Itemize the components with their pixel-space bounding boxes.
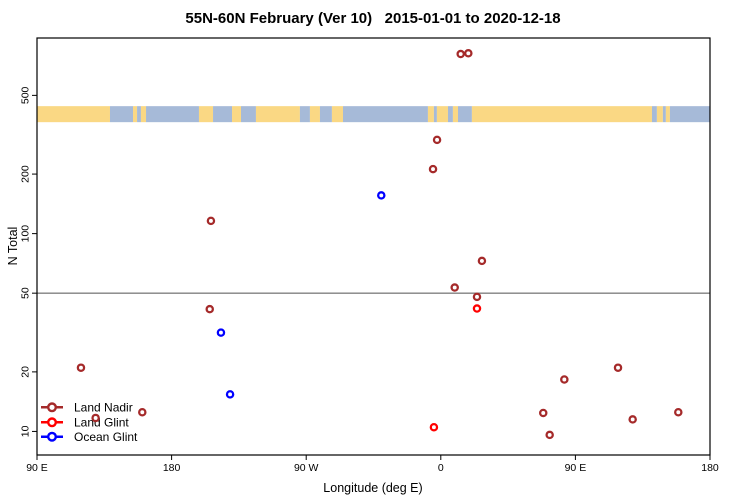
- x-axis-title: Longitude (deg E): [323, 481, 423, 495]
- strip-segment-ocean: [662, 106, 666, 123]
- x-tick-label: 90 W: [294, 462, 319, 474]
- strip-segment-land: [255, 106, 300, 123]
- y-tick-label: 100: [20, 225, 32, 243]
- plot-border: [36, 37, 711, 456]
- data-point-land-nadir: [472, 292, 482, 302]
- legend-label: Ocean Glint: [74, 430, 138, 444]
- y-tick-label: 50: [20, 287, 32, 299]
- strip-segment-land: [471, 106, 652, 123]
- data-point-land-nadir: [206, 216, 216, 226]
- strip-segment-land: [133, 106, 138, 123]
- x-tick-label: 180: [163, 462, 181, 474]
- data-point-land-nadir: [138, 408, 147, 417]
- strip-segment-land: [232, 106, 241, 123]
- y-tick-label: 20: [20, 366, 32, 378]
- data-point-land-nadir: [477, 256, 487, 266]
- data-point-land-nadir: [464, 49, 473, 58]
- data-point-land-nadir: [432, 135, 442, 145]
- strip-segment-land: [656, 106, 663, 123]
- strip-segment-land: [309, 106, 320, 123]
- legend-marker-circle: [47, 402, 58, 413]
- strip-segment-ocean: [651, 106, 657, 123]
- data-point-land-nadir: [628, 415, 637, 424]
- strip-segment-land: [665, 106, 670, 123]
- x-tick-label: 90 E: [565, 462, 587, 474]
- strip-segment-land: [427, 106, 434, 123]
- data-point-land-glint: [429, 422, 439, 432]
- strip-segment-land: [140, 106, 147, 123]
- data-point-land-nadir: [91, 413, 100, 423]
- data-point-land-nadir: [613, 363, 623, 372]
- strip-segment-ocean: [319, 106, 332, 123]
- data-point-land-nadir: [76, 363, 86, 372]
- data-point-ocean-glint: [377, 191, 386, 200]
- strip-segment-land: [198, 106, 214, 123]
- data-point-land-nadir: [545, 430, 554, 440]
- x-tick-label: 180: [701, 462, 719, 474]
- y-tick-label: 10: [20, 425, 32, 437]
- strip-segment-ocean: [342, 106, 428, 123]
- data-point-land-glint: [472, 304, 482, 313]
- y-tick-label: 200: [20, 165, 32, 183]
- strip-segment-ocean: [109, 106, 134, 123]
- legend-marker-circle: [47, 417, 58, 428]
- strip-segment-ocean: [240, 106, 256, 123]
- strip-segment-land: [452, 106, 458, 123]
- data-point-ocean-glint: [225, 390, 235, 399]
- data-point-land-nadir: [205, 304, 214, 314]
- data-point-ocean-glint: [216, 328, 226, 337]
- data-point-land-nadir: [456, 49, 465, 59]
- legend-marker-circle: [47, 431, 58, 442]
- strip-segment-ocean: [669, 106, 710, 123]
- strip-segment-ocean: [213, 106, 233, 123]
- data-point-land-nadir: [560, 375, 569, 384]
- strip-segment-ocean: [137, 106, 141, 123]
- chart-title: 55N-60N February (Ver 10) 2015-01-01 to …: [185, 10, 561, 27]
- strip-segment-ocean: [299, 106, 310, 123]
- legend-label: Land Glint: [74, 416, 129, 430]
- y-axis-title: N Total: [6, 226, 20, 266]
- x-tick-label: 90 E: [26, 462, 48, 474]
- strip-segment-land: [37, 106, 110, 123]
- data-point-land-nadir: [538, 408, 548, 418]
- strip-segment-land: [436, 106, 448, 123]
- strip-segment-ocean: [433, 106, 437, 123]
- data-point-land-nadir: [674, 408, 683, 417]
- x-tick-label: 0: [438, 462, 444, 474]
- strip-segment-ocean: [146, 106, 199, 123]
- strip-segment-land: [331, 106, 343, 123]
- data-point-land-nadir: [428, 164, 438, 174]
- strip-segment-ocean: [457, 106, 472, 123]
- strip-segment-ocean: [447, 106, 453, 123]
- legend-label: Land Nadir: [74, 401, 133, 415]
- data-point-land-nadir: [450, 283, 459, 292]
- y-tick-label: 500: [20, 86, 32, 104]
